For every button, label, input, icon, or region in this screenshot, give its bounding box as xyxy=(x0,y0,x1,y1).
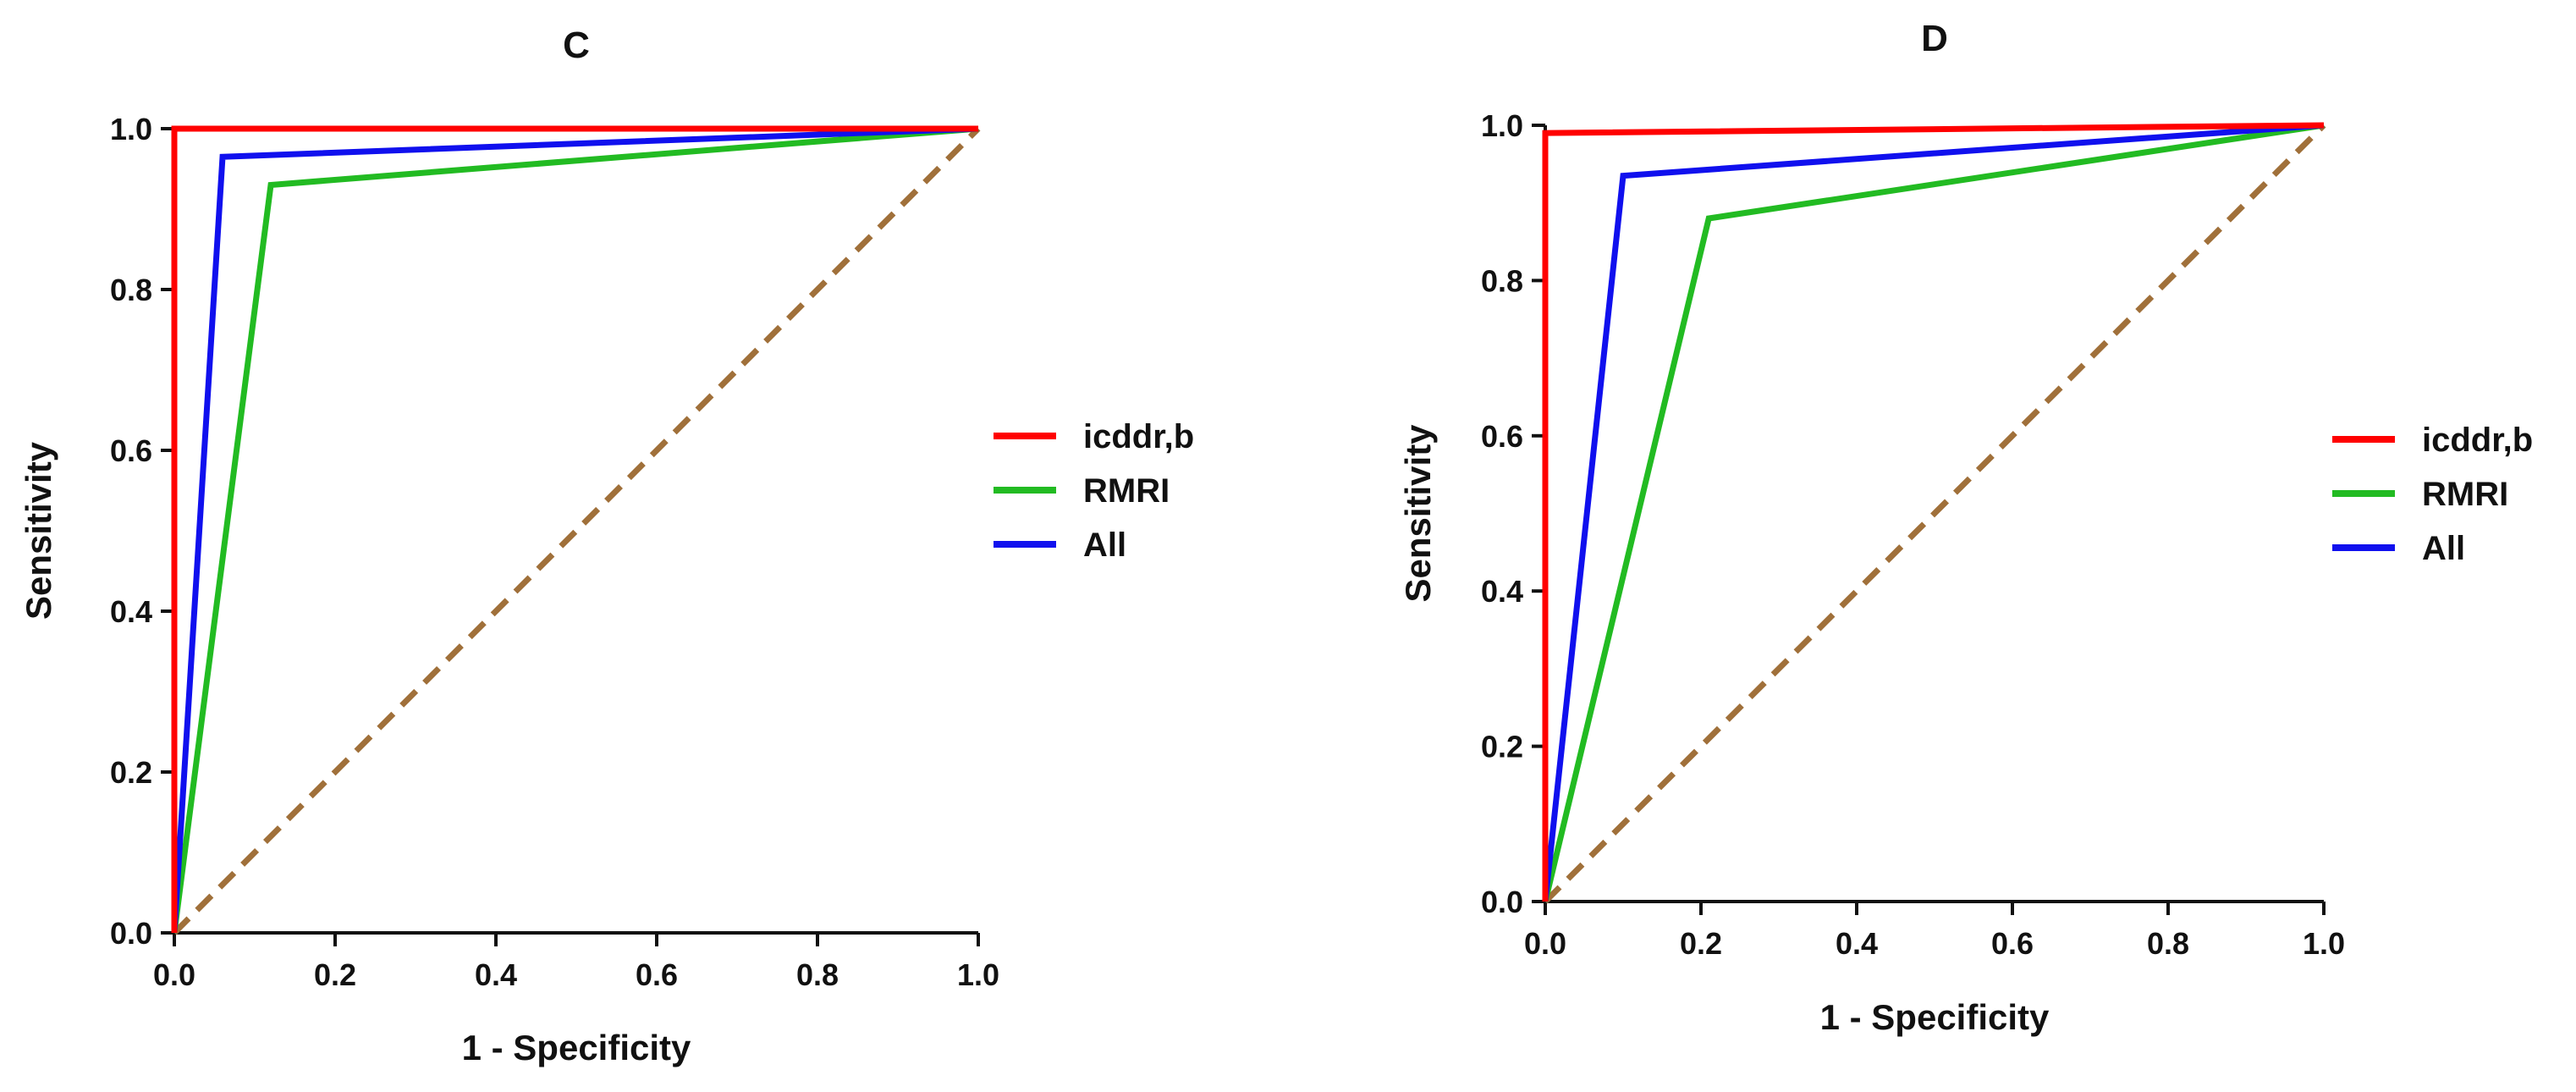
series-line-rmri xyxy=(1542,122,2325,902)
y-tick-label: 1.0 xyxy=(1481,108,1523,143)
y-axis-label: Sensitivity xyxy=(19,441,58,620)
chart-panel-d: D 0.0 0.2 0.4 0.6 0.8 1.0 0.0 0.2 0.4 0.6 0.8 1.0 1 -… xyxy=(1398,18,2533,1037)
y-tick-label: 0.2 xyxy=(110,755,152,790)
legend-label: All xyxy=(2422,530,2465,567)
legend-label: RMRI xyxy=(2422,476,2508,513)
x-tick-label: 0.4 xyxy=(1836,926,1878,961)
reference-diagonal-line xyxy=(172,126,981,935)
y-tick-label: 0.8 xyxy=(1481,263,1523,298)
chart-panel-c: C 0.0 0.2 0.4 0.6 0.8 1.0 0.0 0.2 0.4 0.6 0.8 1.0 1 -… xyxy=(19,25,1194,1067)
x-tick-label: 0.6 xyxy=(636,957,678,992)
legend-label: icddr,b xyxy=(2422,422,2533,459)
x-tick-label: 1.0 xyxy=(957,957,999,992)
x-axis-label: 1 - Specificity xyxy=(462,1028,691,1067)
series-line-icddr-b xyxy=(1542,122,2325,902)
x-tick-label: 0.6 xyxy=(1991,926,2034,961)
y-tick-label: 0.6 xyxy=(110,433,152,468)
x-tick-label: 1.0 xyxy=(2303,926,2345,961)
y-tick-label: 0.6 xyxy=(1481,419,1523,454)
chart-title: C xyxy=(563,25,590,66)
y-tick-label: 0.2 xyxy=(1481,730,1523,764)
series-line-all xyxy=(171,125,979,934)
x-tick-label: 0.0 xyxy=(1524,926,1566,961)
x-tick-label: 0.2 xyxy=(1680,926,1722,961)
reference-diagonal-line xyxy=(1543,123,2326,904)
y-tick-label: 0.0 xyxy=(110,916,152,951)
x-axis-label: 1 - Specificity xyxy=(1820,997,2050,1037)
series-line-icddr-b xyxy=(171,125,978,933)
chart-title: D xyxy=(1921,18,1948,59)
y-tick-label: 0.8 xyxy=(110,273,152,307)
y-tick-label: 0.0 xyxy=(1481,885,1523,919)
x-tick-label: 0.8 xyxy=(2147,926,2189,961)
legend-label: RMRI xyxy=(1083,472,1170,510)
y-tick-label: 1.0 xyxy=(110,112,152,146)
y-axis-label: Sensitivity xyxy=(1398,424,1438,603)
legend-label: icddr,b xyxy=(1083,418,1194,455)
x-tick-label: 0.0 xyxy=(153,957,195,992)
series-line-all xyxy=(1542,122,2325,902)
x-tick-label: 0.2 xyxy=(314,957,356,992)
legend-label: All xyxy=(1083,527,1126,564)
series-line-rmri xyxy=(171,125,979,934)
x-tick-label: 0.4 xyxy=(475,957,517,992)
y-tick-label: 0.4 xyxy=(1481,574,1523,609)
y-tick-label: 0.4 xyxy=(110,594,152,629)
x-tick-label: 0.8 xyxy=(796,957,839,992)
